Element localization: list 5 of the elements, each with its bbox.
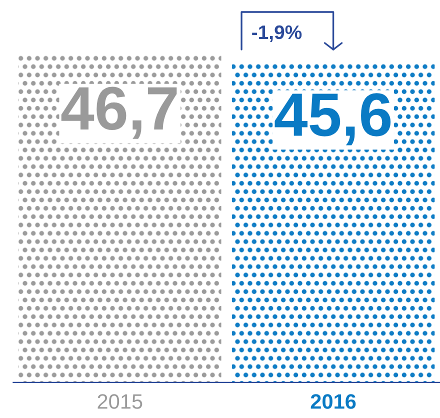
data-label: 45,6: [274, 93, 391, 146]
x-tick-label: 2016: [310, 394, 356, 409]
data-label: 46,7: [61, 86, 177, 139]
x-tick-label: 2015: [98, 394, 142, 409]
text: -1,9%: [252, 25, 302, 42]
